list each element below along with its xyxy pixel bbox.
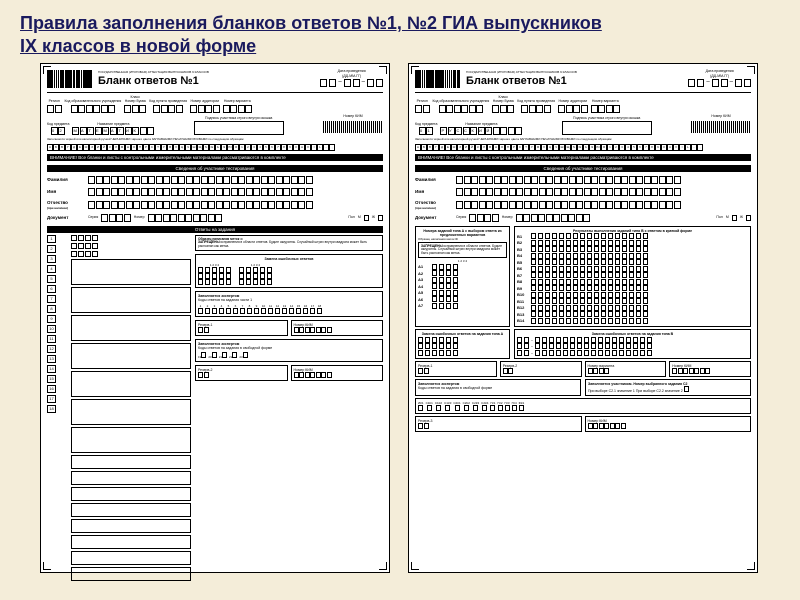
- replace-section: Замена ошибочных ответов 1 2 3 4 1 2 3 4: [195, 254, 383, 288]
- form-left: ГОСУДАРСТВЕННАЯ (ИТОГОВАЯ) АТТЕСТАЦИЯ ВЫ…: [40, 63, 390, 573]
- barcode-icon: [47, 70, 92, 88]
- alphabet-row: АБВГДЕЖЗИЙКЛМНОПРСТУФХЦЧШЩЪЫЬЭЮЯ12345678…: [47, 144, 383, 151]
- title-line1: Правила заполнения бланков ответов №1, №…: [20, 13, 602, 33]
- note-box: Образец написания меток ⊠ ЗАПРЕЩЕНЫ испр…: [195, 235, 383, 252]
- title-line2: IX классов в новой форме: [20, 36, 256, 56]
- form-header: ГОСУДАРСТВЕННАЯ (ИТОГОВАЯ) АТТЕСТАЦИЯ ВЫ…: [47, 70, 383, 93]
- barcode-icon: [415, 70, 460, 88]
- date-field: Дата проведения (ДД-ММ-ГГ) ––: [320, 70, 383, 87]
- answers-area: 123456789101112131415161718 Образец напи…: [47, 235, 383, 581]
- form-title: Бланк ответов №1: [98, 75, 314, 87]
- instruction-text: Заполняется чёрной или капиллярной ручко…: [47, 138, 383, 141]
- forms-container: ГОСУДАРСТВЕННАЯ (ИТОГОВАЯ) АТТЕСТАЦИЯ ВЫ…: [40, 63, 780, 573]
- page-title: Правила заполнения бланков ответов №1, №…: [20, 12, 780, 59]
- type-a-section: Номера заданий типа А с выбором ответа и…: [415, 226, 510, 328]
- expert-section: Заполняется экспертомКоды ответов на зад…: [195, 291, 383, 317]
- header-small: ГОСУДАРСТВЕННАЯ (ИТОГОВАЯ) АТТЕСТАЦИЯ ВЫ…: [98, 71, 314, 74]
- subject-row: Код предмета02 Название предметаМАТЕМАТИ…: [47, 115, 383, 136]
- type-b-section: Результаты выполнения заданий типа В с о…: [514, 226, 751, 328]
- attention-bar: ВНИМАНИЕ! Все бланки и листы с контрольн…: [47, 154, 383, 161]
- answers-section: Ответы на задания: [47, 226, 383, 233]
- form-right: ГОСУДАРСТВЕННАЯ (ИТОГОВАЯ) АТТЕСТАЦИЯ ВЫ…: [408, 63, 758, 573]
- participant-section: Сведения об участнике тестирования: [47, 165, 383, 172]
- codes-row: Регион Код образовательного учреждения К…: [47, 96, 383, 113]
